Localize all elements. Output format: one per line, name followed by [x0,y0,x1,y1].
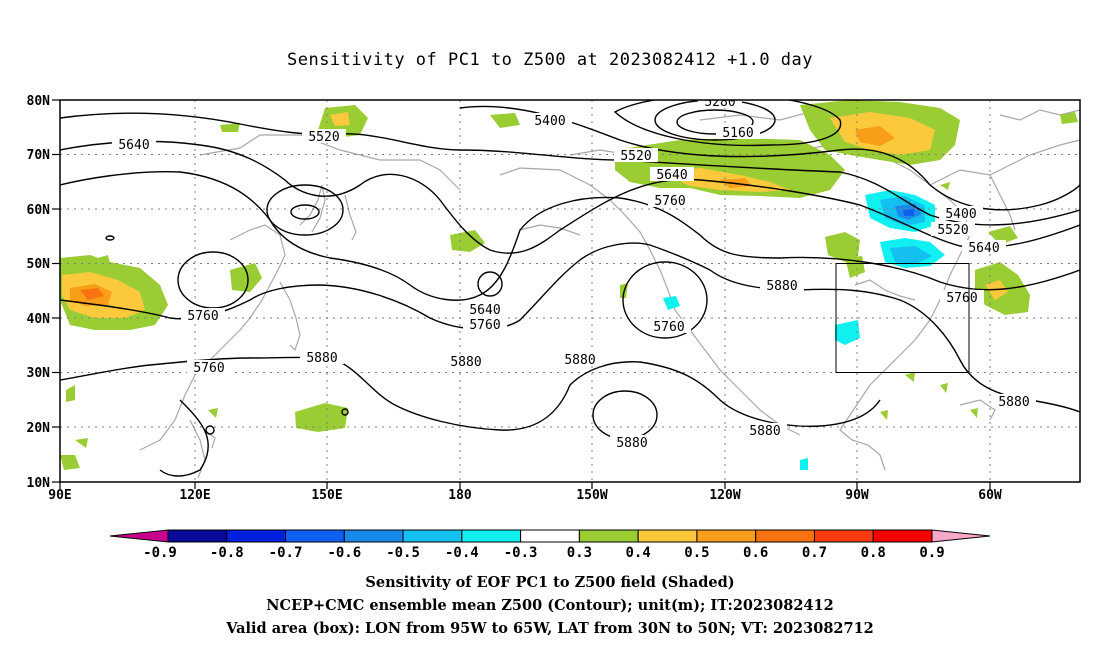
lat-label: 30N [27,366,51,381]
contour-label: 5760 [193,361,224,376]
caption-valid-area: Valid area (box): LON from 95W to 65W, L… [226,620,874,637]
colorbar-swatch [461,529,522,543]
colorbar-swatch [931,529,991,543]
lat-label: 50N [27,257,51,272]
lat-label: 20N [27,421,51,436]
lon-labels: 90E 120E 150E 180 150W 120W 90W 60W [48,488,1002,503]
map-area: 5280 5160 5400 5520 5640 5520 5640 5760 … [60,95,1080,482]
colorbar-label: 0.9 [919,545,944,561]
contour-label: 5760 [654,194,685,209]
contour-label: 5520 [937,223,968,238]
contour-label: 5880 [766,279,797,294]
colorbar-label: 0.4 [626,545,651,561]
contour-label: 5880 [450,355,481,370]
contour-label-group: 5280 5160 5400 5520 5640 5520 5640 5760 … [112,95,1036,451]
map-title: Sensitivity of PC1 to Z500 at 2023082412… [286,50,813,70]
lat-label: 80N [27,94,51,109]
lon-label: 150E [311,488,342,503]
colorbar-swatch [813,529,874,543]
contour-label: 5760 [187,309,218,324]
lon-label: 150W [576,488,607,503]
contour-label: 5640 [968,241,999,256]
contour-label: 5880 [306,351,337,366]
contour-label: 5160 [722,126,753,141]
caption-contour: NCEP+CMC ensemble mean Z500 (Contour); u… [266,597,834,614]
lon-label: 90W [845,488,869,503]
contour-label: 5880 [564,353,595,368]
colorbar-swatch [285,529,345,543]
contour-label: 5640 [118,138,149,153]
map-frame [59,99,1081,483]
lon-label: 90E [48,488,71,503]
lon-label: 120E [179,488,210,503]
contour-label: 5280 [704,95,735,110]
coastlines [139,109,1080,479]
contour-label: 5760 [469,318,500,333]
lat-label: 40N [27,312,51,327]
contour-label: 5880 [749,424,780,439]
colorbar-label: -0.3 [504,545,538,561]
contour-label: 5520 [308,130,339,145]
colorbar-swatch [696,529,757,543]
lon-label: 180 [448,488,472,503]
colorbar-label: 0.3 [567,545,592,561]
contour-label: 5880 [616,436,647,451]
colorbar-swatch [109,529,169,543]
contour-label: 5520 [620,149,651,164]
lon-label: 120W [709,488,740,503]
colorbar-label: 0.8 [861,545,886,561]
contour-label: 5400 [534,114,565,129]
caption-shaded: Sensitivity of EOF PC1 to Z500 field (Sh… [365,574,735,591]
colorbar-label: -0.4 [445,545,479,561]
z500-contours [60,100,1080,477]
colorbar: -0.9 -0.8 -0.7 -0.6 -0.5 -0.4 -0.3 0.3 0.4 0.5 0.6… [109,529,991,561]
colorbar-label: -0.7 [269,545,303,561]
lat-label: 60N [27,203,51,218]
sensitivity-shading [60,100,1078,470]
colorbar-label: -0.5 [386,545,420,561]
lon-label: 60W [978,488,1002,503]
colorbar-swatch [520,529,580,543]
lat-label: 70N [27,148,51,163]
colorbar-swatch [167,529,228,543]
colorbar-swatch [402,529,463,543]
contour-label: 5760 [653,320,684,335]
colorbar-label: 0.5 [684,545,709,561]
contour-label: 5760 [946,291,977,306]
colorbar-label: 0.7 [802,545,827,561]
colorbar-swatch [637,529,698,543]
colorbar-swatch [226,529,287,543]
colorbar-swatch [343,529,404,543]
valid-area-box [835,263,970,373]
colorbar-swatch [755,529,815,543]
grid-lines [60,100,1080,482]
contour-label: 5880 [998,395,1029,410]
lat-labels: 80N 70N 60N 50N 40N 30N 20N 10N [27,94,51,491]
colorbar-swatch [872,529,933,543]
lat-label: 10N [27,476,51,491]
axis-ticks [52,99,991,489]
colorbar-label: -0.9 [143,545,177,561]
contour-label: 5640 [656,168,687,183]
contour-label: 5640 [469,303,500,318]
colorbar-swatch [578,529,639,543]
colorbar-label: -0.8 [210,545,244,561]
contour-label: 5400 [945,207,976,222]
colorbar-label: 0.6 [743,545,768,561]
colorbar-label: -0.6 [327,545,361,561]
